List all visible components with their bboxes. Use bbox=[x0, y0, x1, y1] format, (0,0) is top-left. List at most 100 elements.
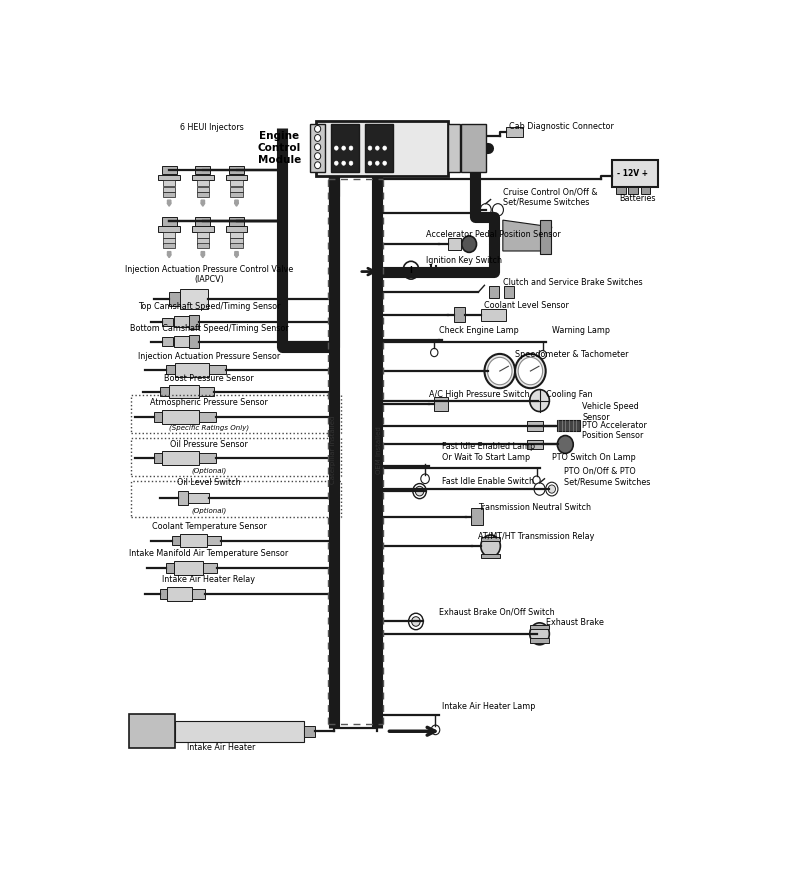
Text: Caterpillar Installed: Caterpillar Installed bbox=[330, 416, 337, 484]
Bar bbox=[530, 625, 549, 629]
Bar bbox=[168, 385, 199, 398]
Bar bbox=[229, 166, 244, 174]
Text: Check Engine Lamp: Check Engine Lamp bbox=[438, 326, 518, 335]
Bar bbox=[193, 589, 205, 599]
Circle shape bbox=[383, 161, 386, 165]
Bar bbox=[231, 192, 243, 197]
Bar bbox=[166, 563, 174, 573]
Bar bbox=[365, 124, 393, 172]
Bar bbox=[197, 192, 209, 197]
Text: Boost Pressure Sensor: Boost Pressure Sensor bbox=[164, 373, 254, 383]
Circle shape bbox=[492, 204, 503, 216]
Bar bbox=[154, 413, 163, 421]
Text: PTO Switch On Lamp: PTO Switch On Lamp bbox=[552, 453, 636, 462]
Circle shape bbox=[530, 389, 549, 412]
Bar bbox=[158, 175, 180, 180]
Circle shape bbox=[416, 486, 424, 496]
Bar bbox=[229, 217, 244, 225]
Bar bbox=[530, 638, 549, 643]
Text: Injection Actuation Pressure Control Valve
(IAPCV): Injection Actuation Pressure Control Val… bbox=[125, 265, 293, 284]
Text: Warning Lamp: Warning Lamp bbox=[552, 326, 610, 335]
Text: AT/MT/HT Transmission Relay: AT/MT/HT Transmission Relay bbox=[478, 532, 595, 541]
Circle shape bbox=[314, 162, 321, 168]
Bar bbox=[197, 238, 209, 243]
Bar bbox=[481, 308, 506, 321]
Circle shape bbox=[481, 535, 500, 557]
Bar bbox=[231, 180, 243, 186]
FancyArrow shape bbox=[201, 251, 205, 257]
Bar bbox=[174, 561, 203, 575]
Text: (Optional): (Optional) bbox=[191, 468, 227, 474]
Bar bbox=[167, 587, 193, 601]
Text: Coolant Level Sensor: Coolant Level Sensor bbox=[484, 301, 570, 310]
Bar bbox=[332, 124, 359, 172]
Text: Intake Air Heater: Intake Air Heater bbox=[187, 743, 255, 752]
Circle shape bbox=[548, 485, 555, 494]
Circle shape bbox=[334, 161, 338, 165]
Bar bbox=[163, 180, 175, 186]
Circle shape bbox=[349, 146, 353, 151]
Bar bbox=[199, 387, 214, 396]
Bar bbox=[192, 175, 213, 180]
Bar bbox=[506, 127, 523, 137]
Circle shape bbox=[314, 126, 321, 132]
Circle shape bbox=[375, 146, 379, 151]
Circle shape bbox=[530, 623, 549, 645]
Bar bbox=[231, 243, 243, 248]
FancyArrow shape bbox=[235, 200, 239, 206]
Bar bbox=[174, 316, 189, 327]
Bar bbox=[163, 410, 199, 424]
Circle shape bbox=[518, 357, 543, 385]
Text: Transmission Neutral Switch: Transmission Neutral Switch bbox=[478, 503, 592, 511]
Text: Fast Idle Enable Switch: Fast Idle Enable Switch bbox=[442, 478, 533, 486]
Polygon shape bbox=[503, 220, 552, 251]
Bar bbox=[557, 421, 580, 431]
Text: Fast Idle Enabled Lamp
Or Wait To Start Lamp: Fast Idle Enabled Lamp Or Wait To Start … bbox=[442, 442, 535, 462]
Text: Oil Level Switch: Oil Level Switch bbox=[177, 478, 241, 487]
Bar bbox=[504, 286, 514, 298]
Circle shape bbox=[375, 161, 379, 165]
Circle shape bbox=[342, 146, 345, 151]
Circle shape bbox=[532, 476, 540, 485]
Bar bbox=[231, 187, 243, 192]
Bar bbox=[304, 726, 315, 737]
Bar bbox=[163, 232, 175, 238]
Bar bbox=[163, 192, 175, 197]
Bar bbox=[197, 243, 209, 248]
Bar bbox=[179, 491, 187, 505]
Bar bbox=[310, 124, 325, 172]
Bar bbox=[162, 317, 173, 326]
Bar bbox=[641, 187, 650, 194]
Bar bbox=[163, 452, 199, 465]
Bar bbox=[481, 554, 500, 559]
Circle shape bbox=[403, 261, 419, 279]
Text: I: I bbox=[409, 266, 412, 274]
Bar bbox=[195, 217, 210, 225]
Bar bbox=[175, 363, 209, 377]
Bar bbox=[166, 365, 175, 374]
Text: Intake Air Heater Lamp: Intake Air Heater Lamp bbox=[442, 702, 535, 711]
Bar bbox=[197, 187, 209, 192]
Bar bbox=[175, 721, 304, 741]
Text: Coolant Temperature Sensor: Coolant Temperature Sensor bbox=[152, 522, 266, 531]
Bar bbox=[453, 307, 465, 323]
Bar bbox=[208, 535, 221, 545]
Circle shape bbox=[515, 354, 546, 388]
Text: 6 HEUI Injectors: 6 HEUI Injectors bbox=[180, 123, 244, 132]
Circle shape bbox=[557, 436, 574, 454]
Bar bbox=[226, 175, 247, 180]
Circle shape bbox=[413, 484, 427, 499]
Circle shape bbox=[342, 161, 345, 165]
Bar bbox=[611, 159, 658, 187]
Bar bbox=[130, 395, 340, 433]
Bar bbox=[130, 438, 340, 476]
Text: - 12V +: - 12V + bbox=[617, 169, 648, 178]
Bar bbox=[130, 714, 175, 748]
Bar bbox=[628, 187, 638, 194]
Circle shape bbox=[349, 161, 353, 165]
Circle shape bbox=[421, 474, 430, 484]
Circle shape bbox=[412, 617, 420, 626]
Circle shape bbox=[314, 143, 321, 151]
Circle shape bbox=[480, 204, 491, 216]
Bar bbox=[231, 238, 243, 243]
